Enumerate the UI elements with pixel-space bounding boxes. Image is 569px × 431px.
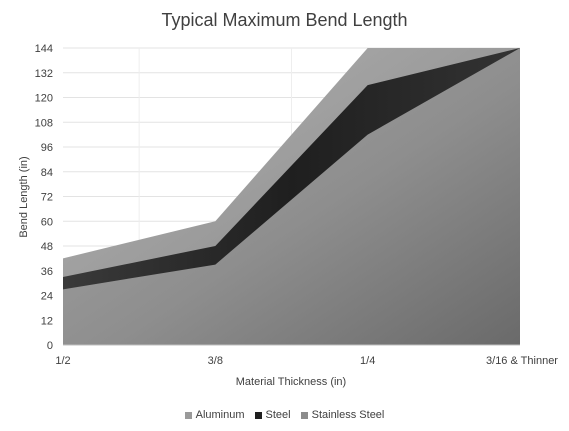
y-tick-label: 12 (41, 315, 53, 327)
legend-swatch (254, 411, 262, 419)
y-tick-label: 48 (41, 241, 53, 253)
y-tick-label: 108 (35, 117, 53, 129)
legend-item: Steel (254, 409, 291, 422)
y-tick-label: 0 (47, 340, 53, 352)
y-tick-label: 36 (41, 266, 53, 278)
y-tick-label: 72 (41, 192, 53, 204)
y-tick-label: 24 (41, 291, 53, 303)
legend-swatch (300, 411, 308, 419)
y-tick-labels: 0 12 24 36 48 60 72 84 96 108 120 132 144 (35, 43, 53, 352)
y-tick-label: 120 (35, 93, 53, 105)
legend-label: Aluminum (195, 409, 245, 422)
legend-item: Aluminum (184, 409, 245, 422)
legend-item: Stainless Steel (300, 409, 385, 422)
x-tick-labels: 1/2 3/8 1/4 3/16 & Thinner (55, 355, 558, 367)
chart-title: Typical Maximum Bend Length (161, 10, 408, 30)
x-tick-label: 1/4 (360, 355, 375, 367)
y-tick-label: 84 (41, 167, 53, 179)
legend-label: Steel (265, 409, 291, 422)
y-tick-label: 132 (35, 68, 53, 80)
legend: Aluminum Steel Stainless Steel (0, 409, 569, 421)
y-axis-label: Bend Length (in) (18, 156, 30, 237)
y-tick-label: 96 (41, 142, 53, 154)
x-tick-label: 3/16 & Thinner (486, 355, 558, 367)
y-tick-label: 144 (35, 43, 53, 55)
x-axis-label: Material Thickness (in) (236, 376, 346, 388)
series-areas (63, 48, 520, 345)
x-tick-label: 3/8 (208, 355, 223, 367)
x-tick-label: 1/2 (55, 355, 70, 367)
area-stainless-steel (63, 48, 520, 345)
legend-swatch (184, 411, 192, 419)
legend-label: Stainless Steel (311, 409, 385, 422)
y-tick-label: 60 (41, 216, 53, 228)
